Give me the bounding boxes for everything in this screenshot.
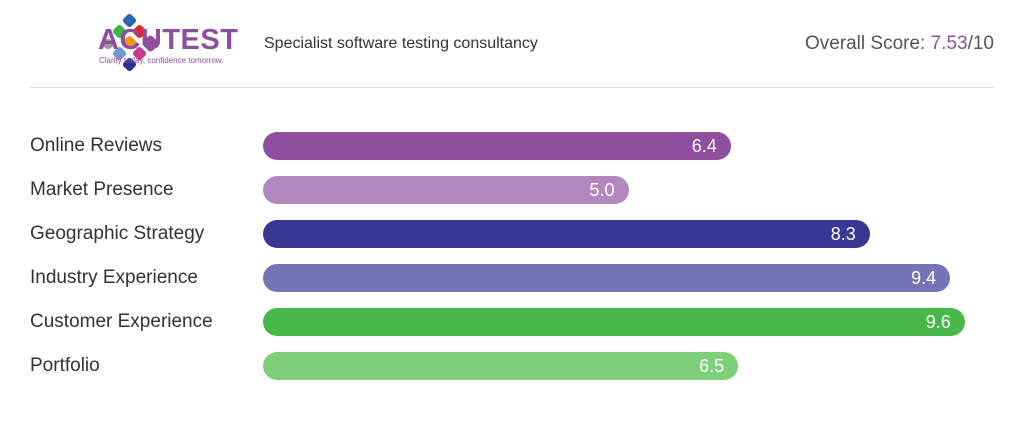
divider	[30, 87, 994, 88]
score-max: /10	[967, 33, 994, 54]
score-value: 7.53	[930, 33, 968, 54]
bar: 9.6	[263, 308, 965, 336]
bar-value-label: 6.4	[691, 136, 717, 156]
score-label: Overall Score:	[804, 33, 926, 54]
category-label: Online Reviews	[30, 135, 162, 156]
bar-value-label: 9.6	[925, 312, 951, 332]
category-label: Customer Experience	[30, 311, 213, 332]
brand-tagline: Clarity today, confidence tomorrow.	[99, 56, 224, 65]
bar: 6.4	[263, 132, 731, 160]
bar-value-label: 5.0	[589, 180, 615, 200]
category-label: Portfolio	[30, 355, 100, 376]
category-label: Geographic Strategy	[30, 223, 205, 244]
bar-value-label: 6.5	[699, 356, 725, 376]
chart-row: Geographic Strategy 8.3	[30, 220, 990, 248]
bar: 8.3	[263, 220, 870, 248]
category-label: Industry Experience	[30, 267, 198, 288]
brand-name: ACUTEST	[98, 24, 239, 56]
chart-row: Industry Experience 9.4	[30, 264, 990, 292]
chart-row: Portfolio 6.5	[30, 352, 990, 380]
bar: 9.4	[263, 264, 951, 292]
subtitle: Specialist software testing consultancy	[264, 35, 538, 52]
acutest-logo	[103, 13, 159, 72]
chart-row: Online Reviews 6.4	[30, 132, 990, 160]
chart-row: Customer Experience 9.6	[30, 308, 990, 336]
bar: 5.0	[263, 176, 629, 204]
bar: 6.5	[263, 352, 739, 380]
chart-row: Market Presence 5.0	[30, 176, 990, 204]
overall-score: Overall Score: 7.53/10	[805, 33, 994, 55]
bar-value-label: 8.3	[830, 224, 856, 244]
bar-value-label: 9.4	[911, 268, 937, 288]
category-label: Market Presence	[30, 179, 174, 200]
